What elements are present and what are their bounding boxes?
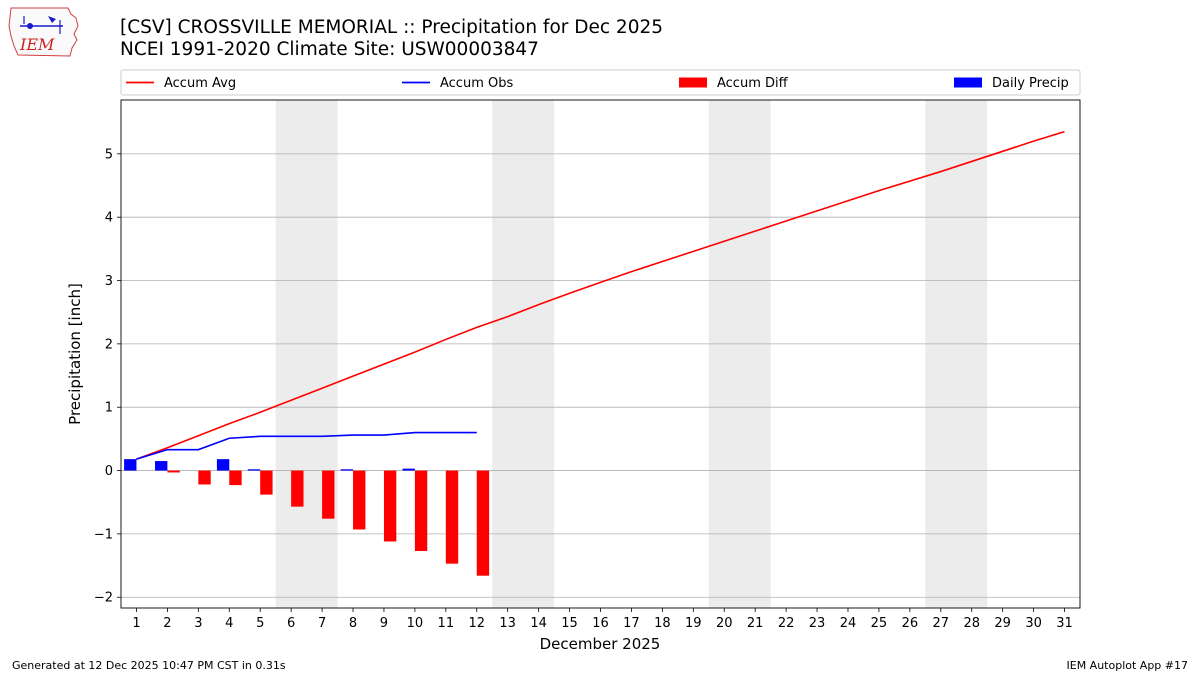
daily-precip-bar-2: [155, 461, 168, 471]
x-tick-label-24: 24: [840, 616, 857, 631]
accum-diff-bar-11: [445, 470, 459, 564]
x-tick-label-10: 10: [407, 616, 424, 631]
iem-logo-text: IEM: [19, 35, 55, 54]
x-tick-label-29: 29: [994, 616, 1011, 631]
x-tick-label-27: 27: [933, 616, 950, 631]
x-tick-label-28: 28: [963, 616, 980, 631]
legend-label-accum-obs: Accum Obs: [440, 76, 513, 91]
x-tick-label-5: 5: [256, 616, 264, 631]
y-tick-label-5: 5: [105, 147, 113, 162]
x-tick-label-16: 16: [592, 616, 609, 631]
x-tick-label-19: 19: [685, 616, 702, 631]
accum-diff-bar-10: [414, 470, 428, 551]
x-tick-label-1: 1: [132, 616, 140, 631]
x-tick-label-30: 30: [1025, 616, 1042, 631]
x-tick-label-7: 7: [318, 616, 326, 631]
y-tick-label--1: −1: [94, 527, 113, 542]
accum-diff-bar-5: [260, 470, 273, 495]
x-tick-label-22: 22: [778, 616, 795, 631]
accum-diff-bar-9: [383, 470, 397, 542]
legend-swatch-accum-diff: [679, 77, 707, 88]
accum-diff-bar-8: [353, 470, 366, 530]
weekend-shade-6-7: [275, 100, 338, 608]
y-tick-label-2: 2: [105, 337, 113, 352]
x-tick-label-15: 15: [561, 616, 578, 631]
y-axis-label: Precipitation [inch]: [66, 283, 84, 425]
y-tick-label--2: −2: [94, 591, 113, 606]
x-tick-label-17: 17: [623, 616, 640, 631]
x-tick-label-4: 4: [225, 616, 233, 631]
y-tick-label-1: 1: [105, 401, 113, 416]
x-tick-label-11: 11: [438, 616, 455, 631]
weekend-shade-20-21: [708, 100, 771, 608]
iem-logo-graphic: IEM: [8, 7, 79, 57]
accum-diff-bar-2: [167, 470, 180, 473]
accum-avg-line: [136, 130, 1065, 460]
daily-precip-bar-4: [216, 459, 230, 471]
accum-diff-bar-4: [229, 470, 242, 486]
y-tick-label-3: 3: [105, 274, 113, 289]
x-tick-label-6: 6: [287, 616, 295, 631]
x-tick-label-2: 2: [163, 616, 171, 631]
x-tick-label-21: 21: [747, 616, 764, 631]
legend-label-accum-diff: Accum Diff: [717, 76, 789, 91]
x-tick-label-26: 26: [902, 616, 919, 631]
legend-label-accum-avg: Accum Avg: [164, 76, 236, 91]
x-tick-label-3: 3: [194, 616, 202, 631]
x-tick-label-8: 8: [349, 616, 357, 631]
x-tick-label-20: 20: [716, 616, 733, 631]
plot-frame: [120, 99, 1081, 609]
weekend-shade-13-14: [492, 100, 555, 608]
x-tick-label-18: 18: [654, 616, 671, 631]
legend-box: [120, 69, 1081, 96]
accum-obs-line: [136, 431, 477, 460]
x-tick-label-31: 31: [1056, 616, 1073, 631]
x-tick-label-25: 25: [871, 616, 888, 631]
x-tick-label-14: 14: [530, 616, 547, 631]
chart-subtitle: NCEI 1991-2020 Climate Site: USW00003847: [120, 39, 539, 60]
daily-precip-bar-1: [124, 459, 137, 471]
weekend-shade-27-28: [925, 100, 988, 608]
chart-title: [CSV] CROSSVILLE MEMORIAL :: Precipitati…: [120, 17, 664, 38]
x-tick-label-9: 9: [380, 616, 388, 631]
x-axis-label: December 2025: [540, 635, 661, 653]
accum-diff-bar-6: [291, 470, 304, 507]
daily-precip-bar-10: [402, 468, 415, 471]
x-tick-label-13: 13: [499, 616, 516, 631]
iem-logo: IEM: [8, 6, 80, 58]
legend-swatch-daily-precip: [954, 77, 982, 88]
daily-precip-bar-8: [340, 469, 354, 471]
x-tick-label-12: 12: [468, 616, 485, 631]
accum-diff-bar-12: [476, 470, 490, 576]
y-tick-label-0: 0: [105, 464, 113, 479]
legend-label-daily-precip: Daily Precip: [992, 76, 1069, 91]
generated-timestamp: Generated at 12 Dec 2025 10:47 PM CST in…: [12, 659, 286, 672]
accum-diff-bar-3: [198, 470, 211, 485]
daily-precip-bar-5: [247, 469, 261, 471]
x-tick-label-23: 23: [809, 616, 826, 631]
y-tick-label-4: 4: [105, 211, 113, 226]
accum-diff-bar-7: [322, 470, 335, 519]
autoplot-app-label: IEM Autoplot App #17: [1066, 659, 1189, 672]
